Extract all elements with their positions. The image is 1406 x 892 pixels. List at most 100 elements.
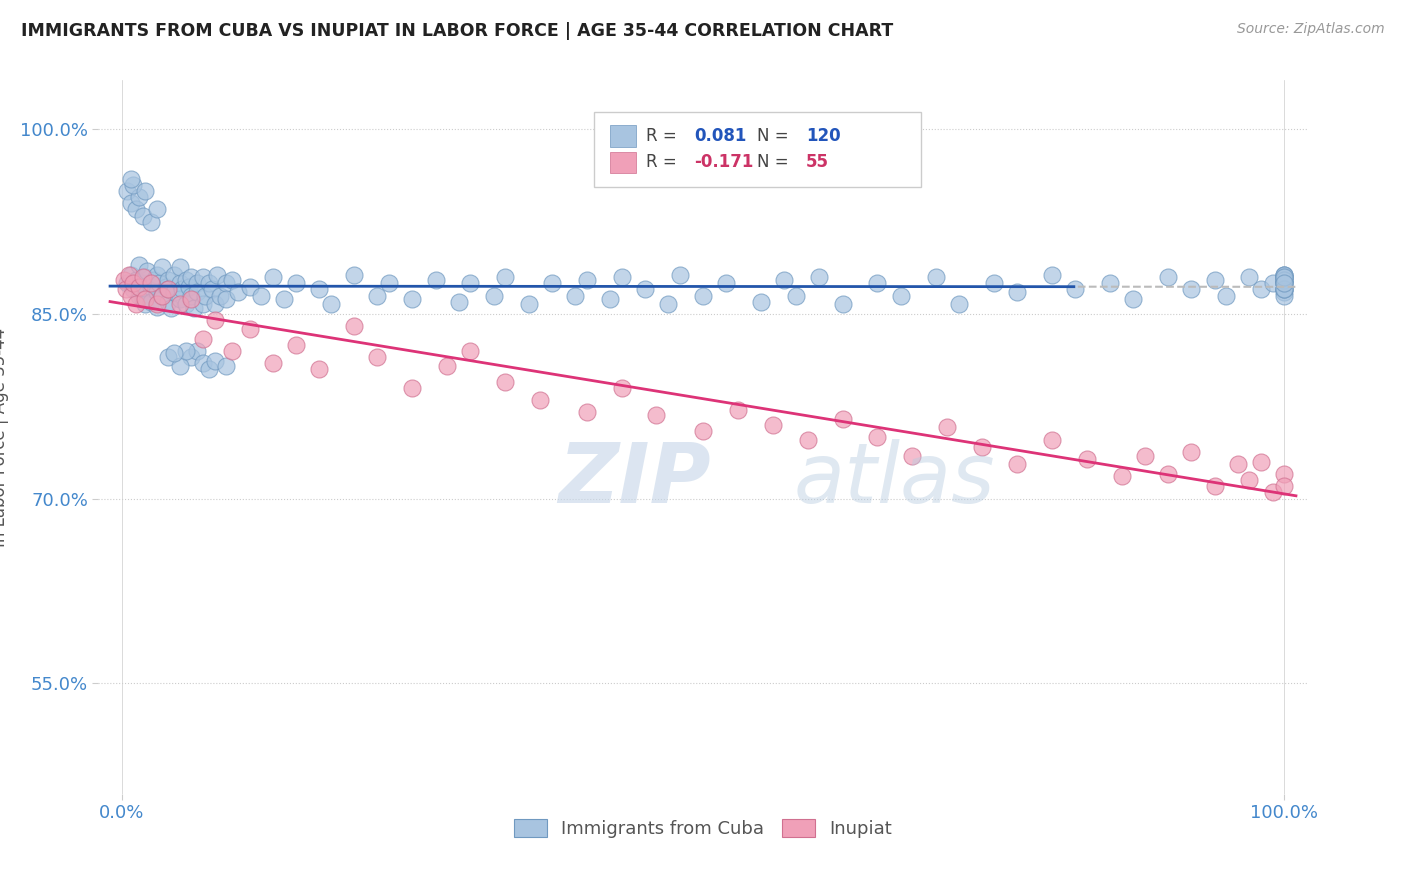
Point	[163, 268, 186, 282]
Point	[564, 288, 586, 302]
Point	[1272, 272, 1295, 286]
Point	[186, 285, 208, 299]
Point	[1076, 452, 1098, 467]
Point	[139, 294, 162, 309]
Point	[1239, 473, 1261, 487]
Point	[494, 375, 516, 389]
Point	[157, 272, 180, 286]
Point	[366, 350, 388, 364]
Text: -0.171: -0.171	[695, 153, 754, 171]
Text: ZIP: ZIP	[558, 440, 710, 520]
Point	[460, 277, 482, 291]
Point	[163, 285, 186, 299]
Point	[131, 270, 153, 285]
Point	[120, 171, 142, 186]
Point	[866, 430, 889, 444]
Point	[179, 280, 201, 294]
Point	[936, 420, 959, 434]
Point	[128, 190, 150, 204]
Point	[205, 268, 228, 282]
Point	[1250, 282, 1272, 296]
Point	[831, 297, 853, 311]
Point	[285, 277, 308, 291]
Text: atlas: atlas	[793, 440, 995, 520]
Point	[180, 350, 202, 364]
Point	[1226, 457, 1249, 471]
Point	[610, 270, 633, 285]
Point	[215, 293, 238, 307]
Point	[517, 297, 540, 311]
Point	[180, 270, 202, 285]
Point	[215, 277, 238, 291]
Point	[157, 282, 180, 296]
Point	[273, 293, 295, 307]
Point	[183, 301, 205, 315]
Point	[131, 209, 153, 223]
Point	[1272, 268, 1295, 282]
Point	[131, 277, 153, 291]
Point	[1005, 457, 1028, 471]
Point	[1272, 479, 1295, 493]
Point	[198, 362, 221, 376]
Point	[191, 332, 214, 346]
Point	[134, 282, 156, 296]
Point	[808, 270, 831, 285]
Point	[1272, 268, 1295, 282]
Point	[131, 293, 153, 307]
Point	[1204, 479, 1226, 493]
Point	[436, 359, 458, 373]
Point	[118, 268, 141, 282]
Point	[194, 288, 217, 302]
Point	[575, 272, 598, 286]
Point	[610, 381, 633, 395]
Point	[120, 268, 142, 282]
Point	[1272, 270, 1295, 285]
Point	[1040, 268, 1063, 282]
FancyBboxPatch shape	[610, 125, 637, 146]
Point	[128, 288, 150, 302]
Point	[308, 362, 330, 376]
Point	[1272, 272, 1295, 286]
Point	[204, 353, 226, 368]
Point	[1040, 433, 1063, 447]
Point	[215, 359, 238, 373]
Point	[157, 294, 180, 309]
Point	[1272, 277, 1295, 291]
Point	[145, 300, 167, 314]
Point	[366, 288, 388, 302]
Point	[145, 202, 167, 217]
Point	[186, 343, 208, 358]
Point	[1261, 277, 1284, 291]
Point	[191, 297, 214, 311]
Point	[209, 288, 232, 302]
Point	[890, 288, 912, 302]
Point	[124, 297, 146, 311]
FancyBboxPatch shape	[595, 112, 921, 187]
Point	[575, 405, 598, 419]
Point	[1272, 467, 1295, 481]
Point	[150, 288, 173, 302]
Point	[169, 359, 191, 373]
Point	[191, 356, 214, 370]
Point	[169, 260, 191, 275]
Point	[112, 272, 135, 286]
Point	[221, 272, 243, 286]
Point	[139, 215, 162, 229]
Point	[482, 288, 505, 302]
Point	[169, 277, 191, 291]
Text: N =: N =	[758, 127, 794, 145]
Point	[157, 350, 180, 364]
Point	[1272, 277, 1295, 291]
Point	[174, 343, 197, 358]
Point	[174, 272, 197, 286]
Point	[749, 294, 772, 309]
Point	[1272, 285, 1295, 299]
Point	[831, 411, 853, 425]
Text: R =: R =	[647, 153, 682, 171]
Point	[1272, 282, 1295, 296]
Point	[139, 280, 162, 294]
Point	[540, 277, 562, 291]
Point	[983, 277, 1005, 291]
Legend: Immigrants from Cuba, Inupiat: Immigrants from Cuba, Inupiat	[508, 812, 898, 846]
Point	[226, 285, 249, 299]
